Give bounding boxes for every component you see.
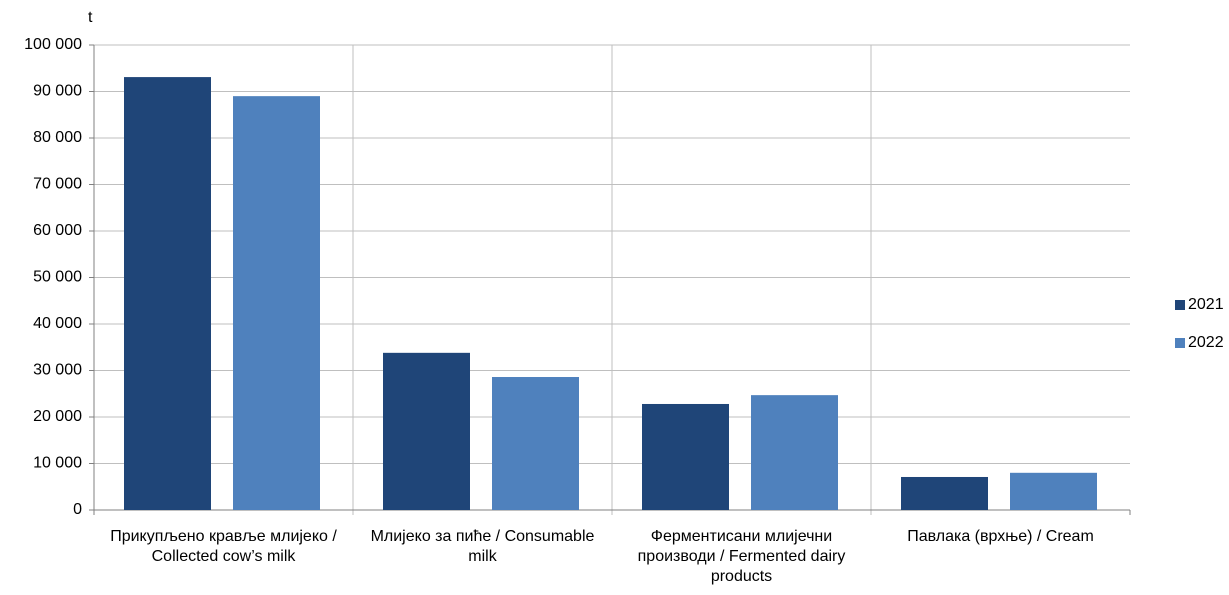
x-tick-label: Прикупљено крављe млијеко / Collected co… <box>110 528 337 565</box>
legend-label: 2022 <box>1188 334 1224 351</box>
y-tick-label: 60 000 <box>33 222 82 239</box>
bar <box>124 77 211 511</box>
bar <box>901 476 988 510</box>
bar <box>492 377 579 510</box>
legend-label: 2021 <box>1188 296 1224 313</box>
y-tick-label: 100 000 <box>24 36 82 53</box>
x-tick-label: Ферментисани млијечни производи / Fermen… <box>637 528 846 585</box>
y-tick-label: 0 <box>73 501 82 518</box>
y-tick-label: 20 000 <box>33 408 82 425</box>
y-tick-label: 70 000 <box>33 176 82 193</box>
y-tick-label: 90 000 <box>33 83 82 100</box>
x-tick-label: Павлака (врхње) / Cream <box>907 528 1094 545</box>
y-tick-label: 10 000 <box>33 455 82 472</box>
x-tick-label: Млијеко за пиће / Consumable milk <box>370 528 595 565</box>
bar <box>1010 472 1097 510</box>
y-tick-label: 40 000 <box>33 315 82 332</box>
y-tick-label: 80 000 <box>33 129 82 146</box>
y-tick-label: 30 000 <box>33 362 82 379</box>
y-axis-label: t <box>88 9 93 26</box>
legend-swatch <box>1175 338 1185 348</box>
bar <box>233 96 320 511</box>
bar <box>751 395 838 510</box>
bar <box>642 403 729 510</box>
bar <box>383 352 470 510</box>
legend-swatch <box>1175 300 1185 310</box>
y-tick-label: 50 000 <box>33 269 82 286</box>
